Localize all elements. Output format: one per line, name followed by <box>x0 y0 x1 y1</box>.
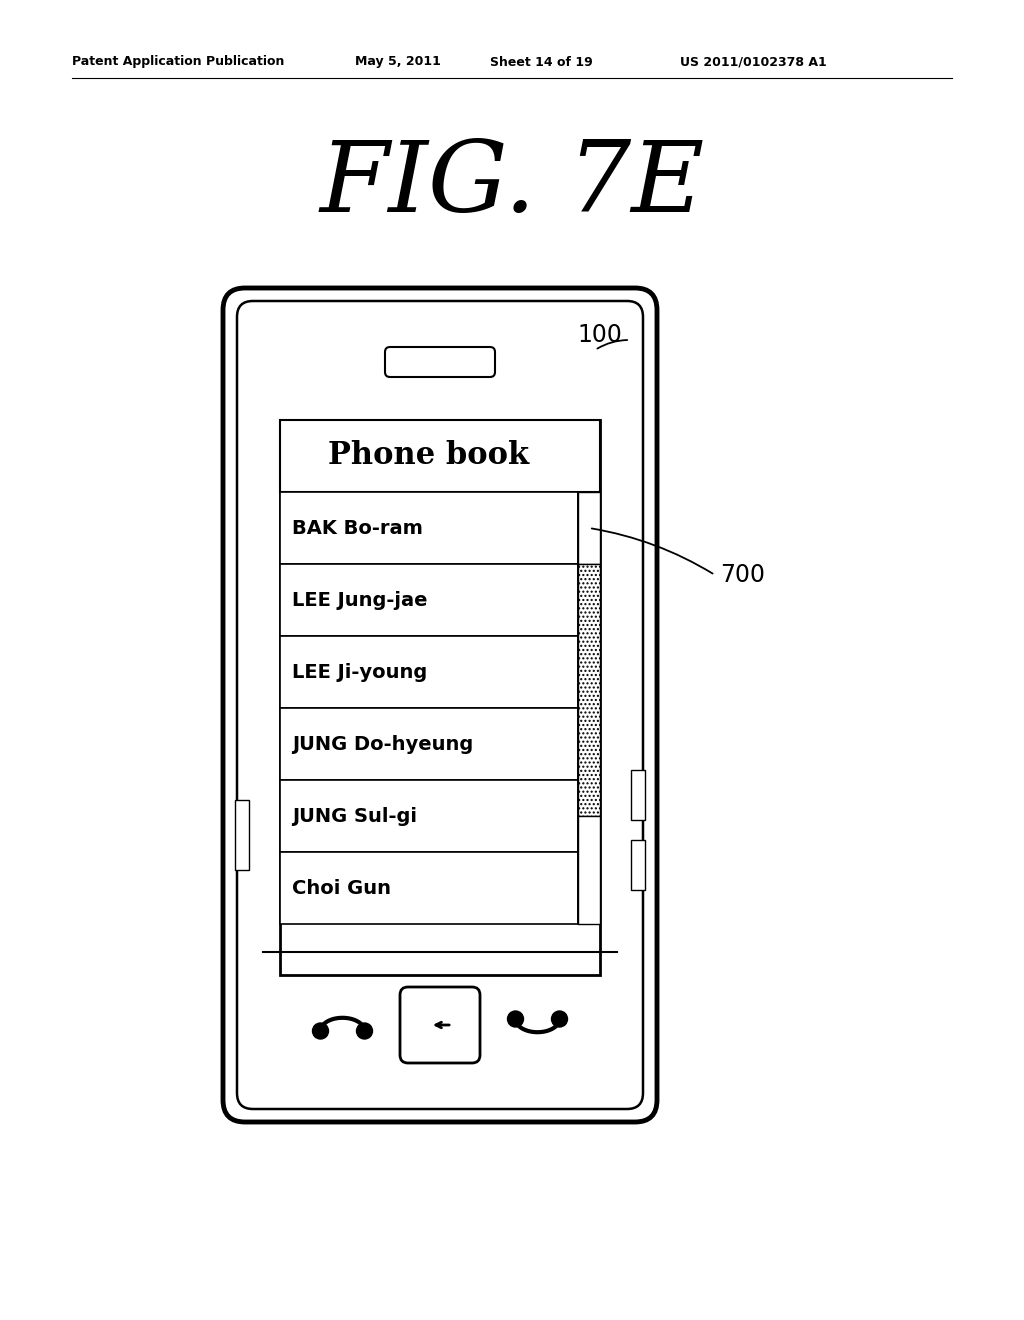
Bar <box>280 564 578 636</box>
Text: 100: 100 <box>578 323 623 347</box>
Bar <box>578 492 600 564</box>
Bar <box>578 816 600 924</box>
Text: JUNG Sul-gi: JUNG Sul-gi <box>292 807 417 825</box>
Text: May 5, 2011: May 5, 2011 <box>355 55 441 69</box>
Bar <box>280 420 600 492</box>
Bar <box>280 851 578 924</box>
Bar <box>280 708 578 780</box>
Text: Sheet 14 of 19: Sheet 14 of 19 <box>490 55 593 69</box>
Text: FIG. 7E: FIG. 7E <box>319 137 705 232</box>
Text: Choi Gun: Choi Gun <box>292 879 391 898</box>
Text: US 2011/0102378 A1: US 2011/0102378 A1 <box>680 55 826 69</box>
Text: Phone book: Phone book <box>329 441 529 471</box>
Bar <box>280 420 600 975</box>
Circle shape <box>508 1011 523 1027</box>
Text: Patent Application Publication: Patent Application Publication <box>72 55 285 69</box>
Bar <box>280 636 578 708</box>
FancyBboxPatch shape <box>237 301 643 1109</box>
Circle shape <box>356 1023 373 1039</box>
Text: LEE Jung-jae: LEE Jung-jae <box>292 590 427 610</box>
Bar <box>631 770 645 820</box>
Text: BAK Bo-ram: BAK Bo-ram <box>292 519 423 537</box>
Text: JUNG Do-hyeung: JUNG Do-hyeung <box>292 734 473 754</box>
FancyBboxPatch shape <box>400 987 480 1063</box>
Bar <box>578 564 600 816</box>
Bar <box>631 840 645 890</box>
FancyBboxPatch shape <box>385 347 495 378</box>
Bar <box>234 800 249 870</box>
Circle shape <box>552 1011 567 1027</box>
FancyBboxPatch shape <box>223 288 657 1122</box>
Bar <box>280 780 578 851</box>
Bar <box>280 492 578 564</box>
Text: LEE Ji-young: LEE Ji-young <box>292 663 427 681</box>
Bar <box>578 492 600 924</box>
Circle shape <box>312 1023 329 1039</box>
Text: 700: 700 <box>720 564 765 587</box>
